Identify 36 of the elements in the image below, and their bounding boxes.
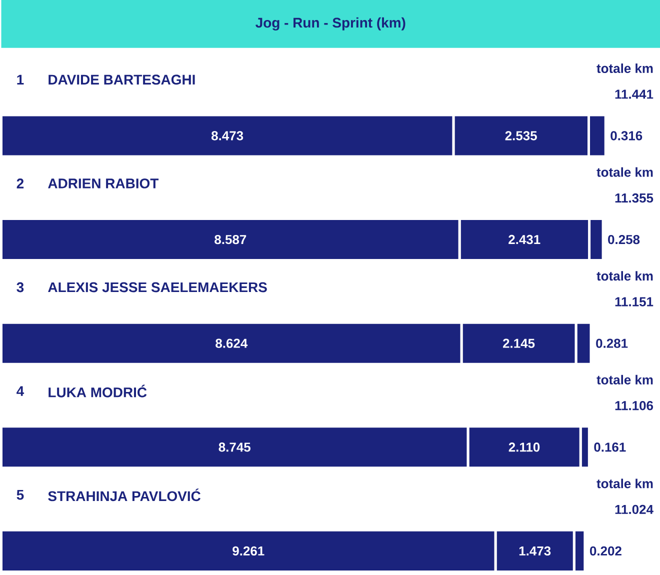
y-tick-label: STRAHINJA PAVLOVIĆ <box>48 488 201 502</box>
data-label: 2.431 <box>508 234 540 244</box>
data-label: 1.473 <box>519 546 551 556</box>
data-label: 0.202 <box>590 546 622 556</box>
annotation: totale km <box>596 167 653 177</box>
y-tick-label: LUKA MODRIĆ <box>48 384 147 398</box>
data-label: 9.261 <box>232 546 264 556</box>
text: 11.106 <box>615 401 654 410</box>
y-tick-label: ALEXIS JESSE SAELEMAEKERS <box>48 282 267 292</box>
chart-title: Jog - Run - Sprint (km) <box>256 17 406 31</box>
annotation: totale km <box>596 478 653 488</box>
annotation: totale km <box>596 271 653 281</box>
data-label: 0.316 <box>610 131 642 140</box>
data-label: 0.281 <box>596 338 628 348</box>
annotation: totale km <box>596 64 653 74</box>
data-label: 2.110 <box>508 442 540 452</box>
data-label: 0.161 <box>594 442 626 452</box>
data-label: 8.587 <box>214 234 246 244</box>
annotation: 5 <box>16 490 24 500</box>
data-label: 2.145 <box>502 338 535 348</box>
data-label: 8.745 <box>218 442 250 452</box>
text: 11.024 <box>615 504 654 514</box>
data-label: 0.258 <box>608 234 640 244</box>
data-label: 8.473 <box>211 131 244 140</box>
annotation: 1 <box>17 74 24 84</box>
data-label: 8.624 <box>216 338 248 348</box>
data-label: 2.535 <box>505 131 537 140</box>
text: 11.151 <box>615 297 654 306</box>
annotation: 2 <box>16 178 24 188</box>
annotation: 4 <box>16 386 24 396</box>
y-tick-label: ADRIEN RABIOT <box>48 178 159 188</box>
text: 11.355 <box>615 193 654 203</box>
y-tick-label: DAVIDE BARTESAGHI <box>48 74 195 85</box>
annotation: 3 <box>16 282 24 292</box>
annotation: totale km <box>596 374 653 384</box>
text: 11.441 <box>615 90 654 99</box>
